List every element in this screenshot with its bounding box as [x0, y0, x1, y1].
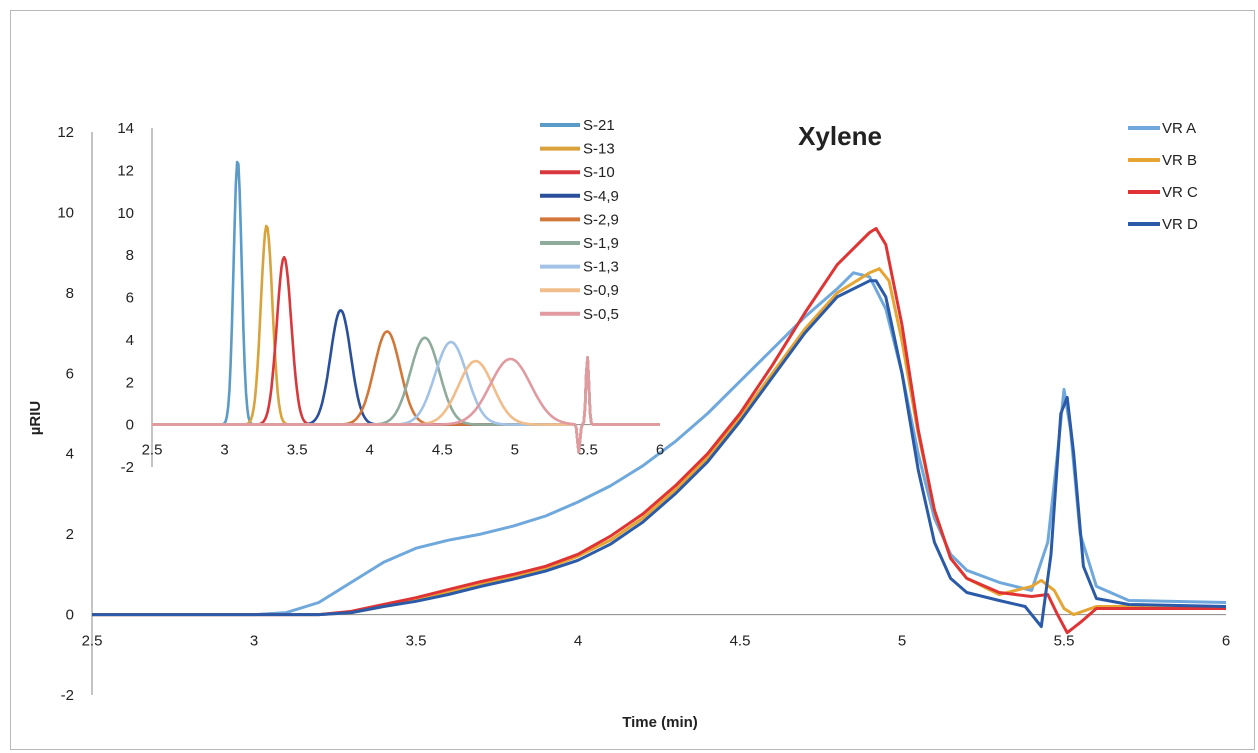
inset-x-tick-label: 4	[366, 442, 374, 459]
inset-y-tick-label: 12	[117, 162, 134, 179]
inset-y-tick-label: -2	[121, 459, 134, 476]
legend-label-vr-a: VR A	[1162, 120, 1196, 137]
inset-legend-label-s-0-9: S-0,9	[583, 282, 619, 299]
x-tick-label: 4.5	[730, 633, 751, 650]
y-tick-label: 6	[66, 365, 74, 382]
inset-legend-label-s-2-9: S-2,9	[583, 211, 619, 228]
y-tick-label: 8	[66, 285, 74, 302]
y-tick-label: 4	[66, 446, 74, 463]
inset-y-tick-label: 6	[126, 290, 134, 307]
inset-legend-label-s-13: S-13	[583, 141, 615, 158]
inset-x-tick-label: 5	[511, 442, 519, 459]
inset-legend-label-s-4-9: S-4,9	[583, 188, 619, 205]
chart-frame	[10, 10, 1255, 750]
y-tick-label: 2	[66, 526, 74, 543]
chart-title: Xylene	[798, 121, 882, 151]
main-legend: VR A VR B VR C VR D	[1128, 120, 1198, 233]
main-series-group	[92, 227, 1227, 635]
inset-legend: S-21 S-13 S-10 S-4,9 S-2,9 S-1,9 S-1,3 S-0,9 S-0…	[540, 117, 619, 323]
x-tick-label: 4	[574, 633, 582, 650]
legend-label-vr-b: VR B	[1162, 152, 1197, 169]
x-tick-label: 3.5	[406, 633, 427, 650]
inset-x-tick-label: 2.5	[142, 442, 163, 459]
inset-legend-label-s-1-3: S-1,3	[583, 259, 619, 276]
series-line-vr-b	[92, 267, 1226, 617]
y-tick-label: 12	[57, 124, 74, 141]
inset-y-tick-label: 14	[117, 120, 134, 137]
inset-x-tick-label: 4.5	[432, 442, 453, 459]
inset-axes: -2 0 2 4 6 8 10 12 14 2.5 3 3.5 4 4.5 5 5.5 6	[117, 120, 664, 476]
legend-label-vr-d: VR D	[1162, 216, 1198, 233]
x-tick-label: 2.5	[82, 633, 103, 650]
inset-y-tick-label: 2	[126, 374, 134, 391]
inset-legend-label-s-10: S-10	[583, 164, 615, 181]
inset-series-line-s-0-5	[152, 356, 660, 454]
legend-label-vr-c: VR C	[1162, 184, 1198, 201]
x-tick-label: 5.5	[1054, 633, 1075, 650]
inset-legend-label-s-21: S-21	[583, 117, 615, 134]
inset-x-tick-label: 6	[656, 442, 664, 459]
y-axis-title: µRIU	[27, 401, 44, 435]
inset-y-tick-label: 4	[126, 332, 134, 349]
y-tick-label: 0	[66, 607, 74, 624]
inset-x-tick-label: 3	[220, 442, 228, 459]
series-line-vr-c	[92, 227, 1226, 635]
y-tick-label: 10	[57, 204, 74, 221]
inset-x-tick-label: 3.5	[287, 442, 308, 459]
y-tick-label: -2	[61, 687, 74, 704]
inset-legend-label-s-1-9: S-1,9	[583, 235, 619, 252]
x-tick-label: 5	[898, 633, 906, 650]
inset-legend-label-s-0-5: S-0,5	[583, 306, 619, 323]
x-tick-label: 3	[250, 633, 258, 650]
inset-y-tick-label: 10	[117, 205, 134, 222]
x-tick-label: 6	[1222, 633, 1230, 650]
inset-y-tick-label: 0	[126, 417, 134, 434]
inset-series-group	[152, 160, 660, 454]
inset-x-tick-label: 5.5	[577, 442, 598, 459]
x-axis-title: Time (min)	[622, 714, 698, 731]
inset-series-line-s-4-9	[152, 309, 660, 454]
inset-y-tick-label: 8	[126, 247, 134, 264]
main-axes: -2 0 2 4 6 8 10 12 2.5 3 3.5 4 4.5 5 5.5 6	[57, 124, 1230, 704]
series-line-vr-d	[92, 279, 1227, 629]
